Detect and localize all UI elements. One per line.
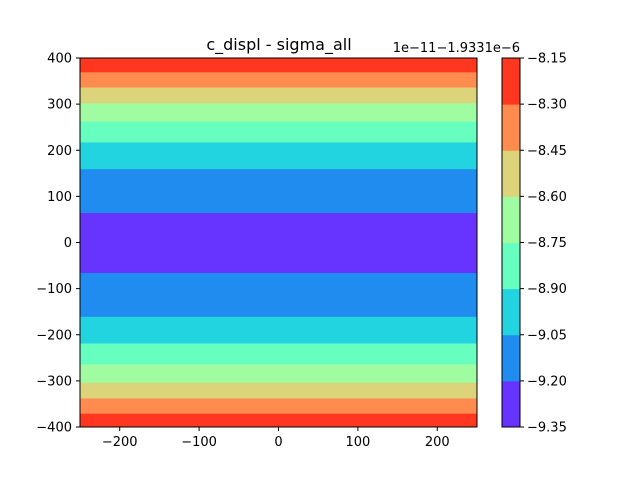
colorbar-tick-label: −8.15 (527, 52, 567, 67)
contour-band (80, 141, 477, 170)
x-tick-label: −100 (181, 435, 217, 450)
y-tick-label: 0 (64, 236, 72, 251)
contour-band (80, 71, 477, 88)
y-tick-label: 200 (47, 144, 72, 159)
colorbar-offset-text: 1e−11−1.9331e−6 (393, 41, 520, 56)
colorbar-swatch (502, 196, 520, 243)
contour-band (80, 413, 477, 428)
colorbar-swatch (502, 380, 520, 428)
colorbar-swatch (502, 58, 520, 105)
contour-band (80, 363, 477, 383)
y-tick-label: −300 (36, 374, 72, 389)
contour-band (80, 272, 477, 317)
contour-band (80, 343, 477, 365)
y-tick-label: 300 (47, 98, 72, 113)
y-tick-label: −200 (36, 328, 72, 343)
colorbar-swatch (502, 334, 520, 382)
contour-band (80, 102, 477, 122)
colorbar-swatch (502, 288, 520, 336)
x-tick-label: −200 (102, 435, 138, 450)
y-tick-label: 100 (47, 190, 72, 205)
contour-band (80, 121, 477, 143)
colorbar-swatch (502, 104, 520, 151)
contour-band (80, 87, 477, 104)
x-axis: −200 −100 0 100 200 (102, 427, 450, 450)
y-axis: 400 300 200 100 0 −100 −200 −300 −400 (36, 52, 80, 436)
contour-band (80, 168, 477, 214)
contour-band (80, 382, 477, 399)
colorbar-tick-label: −9.05 (527, 328, 567, 343)
x-tick-label: 0 (274, 435, 282, 450)
colorbar-swatch (502, 150, 520, 197)
contour-band (80, 58, 477, 73)
colorbar-tick-label: −9.35 (527, 421, 567, 436)
colorbar (502, 58, 520, 428)
x-tick-label: 200 (425, 435, 450, 450)
colorbar-tick-label: −8.60 (527, 190, 567, 205)
y-tick-label: −400 (36, 421, 72, 436)
colorbar-tick-label: −8.90 (527, 282, 567, 297)
colorbar-tick-label: −8.30 (527, 98, 567, 113)
y-tick-label: −100 (36, 282, 72, 297)
colorbar-tick-label: −8.75 (527, 236, 567, 251)
x-tick-label: 100 (345, 435, 370, 450)
contour-band (80, 316, 477, 344)
chart-title: c_displ - sigma_all (206, 35, 351, 55)
contour-band (80, 397, 477, 414)
plot-bands (80, 58, 477, 428)
colorbar-tick-label: −9.20 (527, 374, 567, 389)
colorbar-axis: −9.35 −9.20 −9.05 −8.90 −8.75 −8.60 −8.45 −8.30… (520, 52, 567, 436)
colorbar-tick-label: −8.45 (527, 144, 567, 159)
contour-band (80, 212, 477, 273)
colorbar-swatch (502, 242, 520, 290)
y-tick-label: 400 (47, 52, 72, 67)
